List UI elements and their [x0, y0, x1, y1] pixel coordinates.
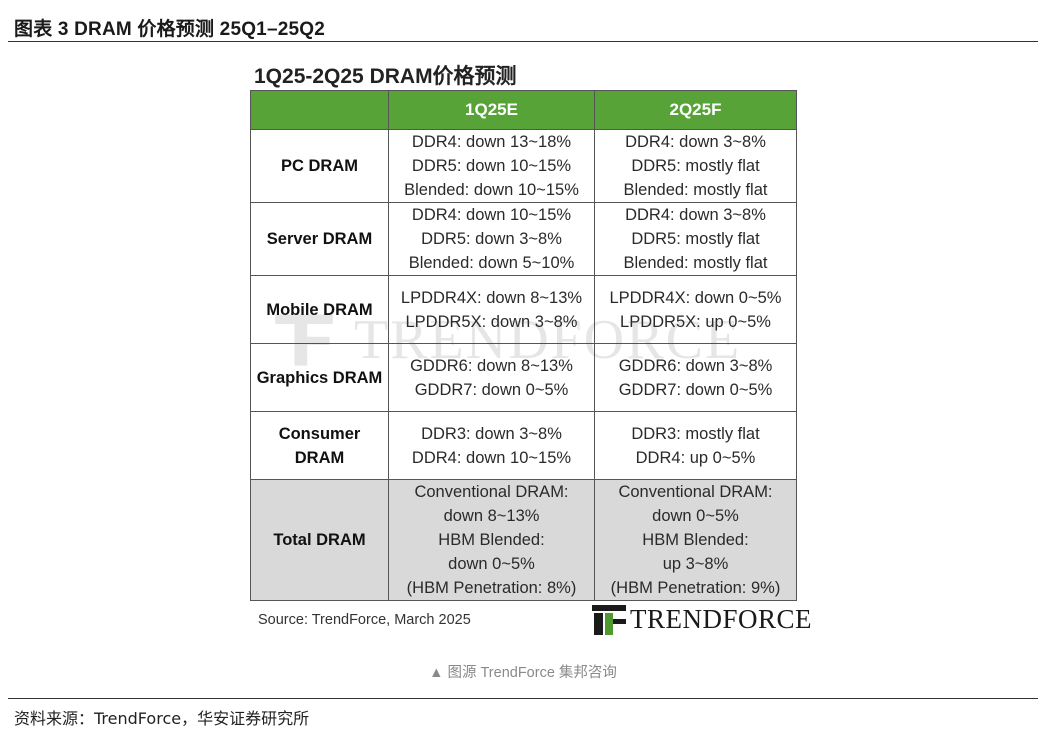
- cell-line: DDR5: mostly flat: [631, 157, 760, 175]
- table-row: PC DRAM DDR4: down 13~18% DDR5: down 10~…: [250, 129, 797, 203]
- footer-source: 资料来源：TrendForce，华安证券研究所: [14, 709, 310, 728]
- header-1q25e: 1Q25E: [388, 90, 595, 130]
- table-title: 1Q25-2Q25 DRAM价格预测: [254, 65, 517, 88]
- cell-1q25e: GDDR6: down 8~13% GDDR7: down 0~5%: [388, 343, 595, 412]
- cell-line: Blended: down 5~10%: [408, 254, 575, 272]
- cell-2q25f: DDR4: down 3~8% DDR5: mostly flat Blende…: [594, 129, 797, 203]
- cell-line: DDR3: down 3~8%: [421, 424, 562, 443]
- row-label-line: DRAM: [294, 448, 345, 467]
- cell-line: DDR4: down 13~18%: [411, 133, 572, 151]
- row-label: Mobile DRAM: [250, 275, 389, 344]
- cell-1q25e: DDR4: down 13~18% DDR5: down 10~15% Blen…: [388, 129, 595, 203]
- table-row: Mobile DRAM LPDDR4X: down 8~13% LPDDR5X:…: [250, 275, 797, 344]
- cell-line: HBM Blended:: [642, 531, 749, 549]
- cell-line: DDR5: down 3~8%: [421, 230, 562, 248]
- cell-line: down 8~13%: [443, 507, 540, 525]
- cell-2q25f: DDR4: down 3~8% DDR5: mostly flat Blende…: [594, 202, 797, 276]
- cell-1q25e: DDR4: down 10~15% DDR5: down 3~8% Blende…: [388, 202, 595, 276]
- table-row: Graphics DRAM GDDR6: down 8~13% GDDR7: d…: [250, 343, 797, 412]
- top-divider: [8, 41, 1038, 42]
- cell-line: DDR3: mostly flat: [631, 424, 760, 443]
- cell-line: DDR4: down 3~8%: [625, 133, 766, 151]
- table-row: Server DRAM DDR4: down 10~15% DDR5: down…: [250, 202, 797, 276]
- table-row-total: Total DRAM Conventional DRAM: down 8~13%…: [250, 479, 797, 601]
- trendforce-logo-icon: [592, 604, 626, 635]
- cell-line: GDDR7: down 0~5%: [618, 380, 773, 399]
- row-label: PC DRAM: [250, 129, 389, 203]
- table-row: Consumer DRAM DDR3: down 3~8% DDR4: down…: [250, 411, 797, 480]
- cell-line: DDR4: down 3~8%: [625, 206, 766, 224]
- row-label-line: Total DRAM: [273, 531, 366, 549]
- cell-1q25e: LPDDR4X: down 8~13% LPDDR5X: down 3~8%: [388, 275, 595, 344]
- cell-2q25f: DDR3: mostly flat DDR4: up 0~5%: [594, 411, 797, 480]
- cell-line: Blended: down 10~15%: [404, 181, 579, 199]
- cell-line: DDR5: mostly flat: [631, 230, 760, 248]
- brand-text: TRENDFORCE: [630, 604, 813, 634]
- bottom-divider: [8, 698, 1038, 699]
- header-row: 1Q25E 2Q25F: [250, 90, 797, 130]
- cell-line: up 3~8%: [662, 555, 729, 573]
- row-label-line: Server DRAM: [266, 230, 373, 248]
- row-label: Consumer DRAM: [250, 411, 389, 480]
- cell-line: down 0~5%: [448, 555, 535, 573]
- trendforce-brand: TRENDFORCE: [592, 604, 812, 635]
- cell-line: Conventional DRAM:: [414, 483, 569, 501]
- row-label-line: Consumer: [278, 424, 361, 443]
- cell-line: LPDDR5X: up 0~5%: [620, 312, 771, 331]
- cell-2q25f: GDDR6: down 3~8% GDDR7: down 0~5%: [594, 343, 797, 412]
- cell-line: LPDDR4X: down 8~13%: [400, 288, 583, 307]
- row-label-line: Mobile DRAM: [266, 300, 373, 319]
- cell-2q25f: Conventional DRAM: down 0~5% HBM Blended…: [594, 479, 797, 601]
- row-label: Graphics DRAM: [250, 343, 389, 412]
- dram-price-table: 1Q25E 2Q25F PC DRAM DDR4: down 13~18% DD…: [250, 90, 797, 601]
- cell-line: Conventional DRAM:: [618, 483, 773, 501]
- row-label: Server DRAM: [250, 202, 389, 276]
- cell-line: GDDR6: down 8~13%: [410, 356, 573, 375]
- cell-line: DDR4: down 10~15%: [411, 448, 572, 467]
- row-label: Total DRAM: [250, 479, 389, 601]
- header-blank: [250, 90, 389, 130]
- image-caption: ▲ 图源 TrendForce 集邦咨询: [429, 665, 617, 681]
- cell-line: DDR4: up 0~5%: [635, 448, 756, 467]
- cell-line: DDR4: down 10~15%: [411, 206, 572, 224]
- row-label-line: PC DRAM: [281, 157, 358, 175]
- cell-line: (HBM Penetration: 9%): [610, 579, 781, 597]
- cell-line: LPDDR4X: down 0~5%: [609, 288, 782, 307]
- cell-line: Blended: mostly flat: [623, 254, 768, 272]
- source-note: Source: TrendForce, March 2025: [258, 612, 471, 628]
- cell-line: DDR5: down 10~15%: [411, 157, 572, 175]
- cell-2q25f: LPDDR4X: down 0~5% LPDDR5X: up 0~5%: [594, 275, 797, 344]
- row-label-line: Graphics DRAM: [256, 368, 383, 387]
- cell-line: HBM Blended:: [438, 531, 545, 549]
- cell-line: (HBM Penetration: 8%): [406, 579, 577, 597]
- cell-line: GDDR6: down 3~8%: [618, 356, 773, 375]
- cell-1q25e: Conventional DRAM: down 8~13% HBM Blende…: [388, 479, 595, 601]
- cell-1q25e: DDR3: down 3~8% DDR4: down 10~15%: [388, 411, 595, 480]
- cell-line: down 0~5%: [652, 507, 739, 525]
- figure-title: 图表 3 DRAM 价格预测 25Q1–25Q2: [14, 19, 325, 40]
- cell-line: LPDDR5X: down 3~8%: [405, 312, 578, 331]
- cell-line: Blended: mostly flat: [623, 181, 768, 199]
- cell-line: GDDR7: down 0~5%: [414, 380, 569, 399]
- header-2q25f: 2Q25F: [594, 90, 797, 130]
